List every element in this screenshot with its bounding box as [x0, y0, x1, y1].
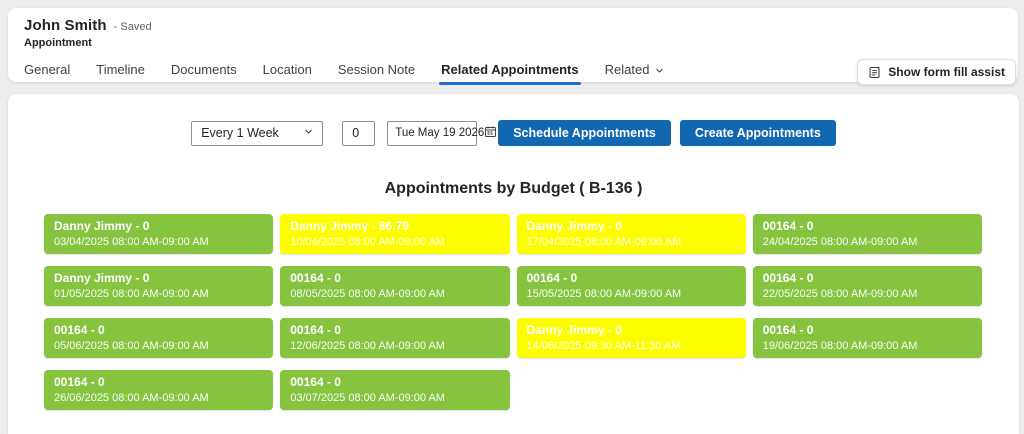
appointment-label: 00164 - 0: [290, 271, 341, 285]
entity-name: Appointment: [24, 37, 92, 49]
form-fill-assist-icon: [868, 65, 882, 79]
appointment-card[interactable]: Danny Jimmy - 0 01/05/2025 08:00 AM-09:00…: [44, 266, 274, 306]
appointment-time: 24/04/2025 08:00 AM-09:00 AM: [762, 236, 918, 248]
appointment-label: 00164 - 0: [762, 219, 814, 233]
appointment-time: 01/05/2025 08:00 AM-09:00 AM: [54, 288, 209, 300]
tab-label: Location: [262, 62, 312, 77]
tab-general[interactable]: General: [24, 62, 70, 85]
appointment-label: Danny Jimmy - 86.79: [290, 219, 409, 233]
appointment-card[interactable]: Danny Jimmy - 86.79 10/04/2025 08:00 AM-0…: [280, 214, 510, 254]
tab-label: Related: [604, 62, 650, 77]
appointment-label: 00164 - 0: [54, 323, 105, 337]
offset-input[interactable]: 0: [342, 120, 376, 146]
appointment-label: 00164 - 0: [762, 271, 814, 285]
tab-location[interactable]: Location: [263, 62, 312, 85]
appointment-card[interactable]: 00164 - 0 19/06/2025 08:00 AM-09:00 AM: [752, 318, 982, 358]
tab-session-note[interactable]: Session Note: [338, 62, 415, 85]
appointment-card[interactable]: 00164 - 0 12/06/2025 08:00 AM-09:00 AM: [280, 318, 510, 358]
appointment-card[interactable]: Danny Jimmy - 0 17/04/2025 08:00 AM-09:00…: [516, 214, 746, 254]
tab-label: Related Appointments: [441, 62, 579, 77]
appointment-time: 03/07/2025 08:00 AM-09:00 AM: [290, 392, 445, 404]
form-fill-assist-label: Show form fill assist: [888, 65, 1005, 79]
appointment-label: Danny Jimmy - 0: [526, 323, 622, 337]
appointment-time: 05/06/2025 08:00 AM-09:00 AM: [54, 340, 209, 352]
tab-label: Documents: [170, 62, 237, 77]
appointment-label: Danny Jimmy - 0: [526, 219, 622, 233]
appointment-time: 14/06/2025 09:30 AM-11:30 AM: [526, 340, 681, 352]
chevron-down-icon: [654, 64, 665, 76]
record-name: John Smith: [24, 17, 107, 34]
appointment-label: Danny Jimmy - 0: [54, 219, 150, 233]
tab-bar: General Timeline Documents Location Session …: [24, 59, 1002, 85]
appointment-time: 26/06/2025 08:00 AM-09:00 AM: [54, 392, 209, 404]
tab-timeline[interactable]: Timeline: [96, 62, 145, 85]
tab-label: Timeline: [96, 62, 145, 77]
appointment-label: 00164 - 0: [762, 323, 814, 337]
appointment-time: 03/04/2025 08:00 AM-09:00 AM: [54, 236, 209, 248]
appointment-card[interactable]: 00164 - 0 24/04/2025 08:00 AM-09:00 AM: [752, 214, 982, 254]
tab-related-appointments[interactable]: Related Appointments: [439, 62, 582, 85]
record-header: John Smith - Saved Appointment General Ti…: [8, 8, 1018, 85]
save-status: - Saved: [113, 21, 152, 33]
tab-label: Session Note: [337, 62, 416, 77]
appointment-label: 00164 - 0: [290, 375, 341, 389]
appointment-card[interactable]: 00164 - 0 26/06/2025 08:00 AM-09:00 AM: [44, 370, 274, 410]
appointment-card[interactable]: Danny Jimmy - 0 03/04/2025 08:00 AM-09:00…: [44, 214, 274, 254]
appointment-card[interactable]: 00164 - 0 03/07/2025 08:00 AM-09:00 AM: [280, 370, 510, 410]
appointment-card[interactable]: 00164 - 0 22/05/2025 08:00 AM-09:00 AM: [752, 266, 982, 306]
appointments-grid: Danny Jimmy - 0 03/04/2025 08:00 AM-09:00…: [44, 214, 982, 410]
appointment-label: Danny Jimmy - 0: [54, 271, 150, 285]
appointment-time: 19/06/2025 08:00 AM-09:00 AM: [762, 340, 918, 352]
appointment-label: 00164 - 0: [526, 271, 578, 285]
section-title: Appointments by Budget ( B-136 ): [384, 180, 643, 197]
appointment-time: 15/05/2025 08:00 AM-09:00 AM: [526, 288, 682, 300]
appointment-time: 17/04/2025 08:00 AM-09:00 AM: [526, 236, 682, 248]
tab-documents[interactable]: Documents: [171, 62, 237, 85]
appointment-card[interactable]: 00164 - 0 05/06/2025 08:00 AM-09:00 AM: [44, 318, 274, 358]
offset-value: 0: [352, 126, 360, 140]
appointment-card[interactable]: 00164 - 0 15/05/2025 08:00 AM-09:00 AM: [516, 266, 746, 306]
appointment-card[interactable]: 00164 - 0 08/05/2025 08:00 AM-09:00 AM: [280, 266, 510, 306]
appointment-time: 10/04/2025 08:00 AM-09:00 AM: [290, 236, 445, 248]
chevron-down-icon: [303, 126, 314, 140]
schedule-appointments-button[interactable]: Schedule Appointments: [498, 120, 671, 146]
appointment-time: 08/05/2025 08:00 AM-09:00 AM: [290, 288, 445, 300]
recurrence-value: Every 1 Week: [201, 126, 279, 140]
record-title-row: John Smith - Saved: [24, 17, 1002, 34]
date-input[interactable]: Tue May 19 2026: [387, 120, 497, 146]
tab-related[interactable]: Related: [605, 62, 666, 85]
appointment-time: 12/06/2025 08:00 AM-09:00 AM: [290, 340, 445, 352]
appointment-card[interactable]: Danny Jimmy - 0 14/06/2025 09:30 AM-11:30…: [516, 318, 746, 358]
appointment-time: 22/05/2025 08:00 AM-09:00 AM: [762, 288, 918, 300]
show-form-fill-assist-button[interactable]: Show form fill assist: [857, 59, 1016, 85]
appointment-label: 00164 - 0: [290, 323, 341, 337]
related-appointments-panel: Every 1 Week 0 Tue May 19 2026 Schedule …: [8, 94, 1019, 434]
scheduling-controls: Every 1 Week 0 Tue May 19 2026 Schedule …: [8, 120, 1019, 146]
calendar-icon: [484, 125, 497, 141]
date-value: Tue May 19 2026: [395, 127, 485, 139]
recurrence-select[interactable]: Every 1 Week: [191, 120, 324, 146]
create-appointments-button[interactable]: Create Appointments: [679, 120, 836, 146]
appointment-label: 00164 - 0: [54, 375, 105, 389]
tab-label: General: [24, 62, 71, 77]
